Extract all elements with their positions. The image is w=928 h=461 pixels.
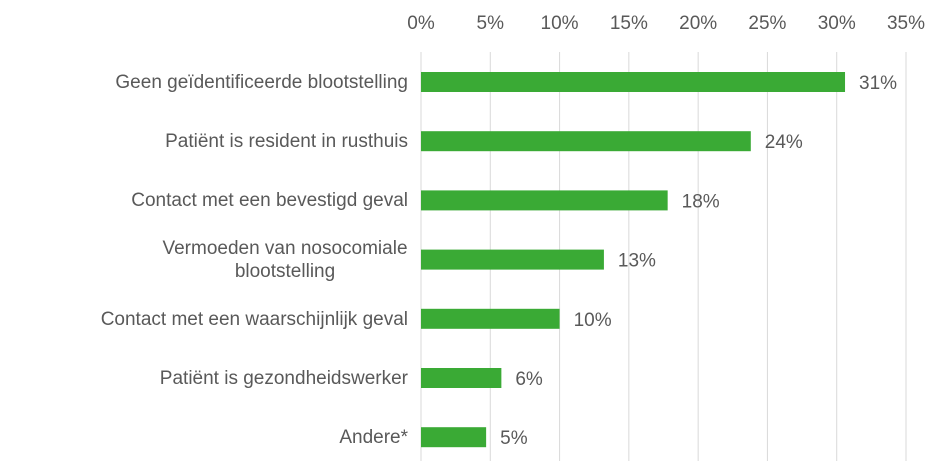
value-label: 31%	[859, 73, 897, 94]
bar	[421, 427, 487, 448]
bar	[421, 368, 502, 388]
x-tick-label: 25%	[748, 13, 786, 34]
value-label: 6%	[515, 369, 543, 390]
category-label: Contact met een bevestigd geval	[131, 190, 408, 212]
x-tick-label: 35%	[887, 13, 925, 34]
x-tick-label: 10%	[541, 13, 579, 34]
category-label: Vermoeden van nosocomiale blootstelling	[162, 237, 408, 282]
x-tick-label: 0%	[407, 13, 435, 34]
category-label: Geen geïdentificeerde blootstelling	[115, 72, 408, 93]
value-label: 10%	[574, 310, 612, 331]
bar	[421, 249, 604, 270]
x-tick-label: 15%	[610, 13, 648, 34]
value-label: 18%	[682, 191, 720, 212]
x-tick-label: 5%	[477, 13, 505, 34]
bar	[421, 308, 560, 329]
category-label: Andere*	[339, 427, 408, 449]
x-tick-label: 20%	[679, 13, 717, 34]
value-label: 5%	[500, 428, 528, 449]
category-label: Patiënt is gezondheidswerker	[159, 368, 408, 389]
category-label: Contact met een waarschijnlijk geval	[100, 308, 408, 330]
value-label: 13%	[618, 251, 656, 272]
x-tick-label: 30%	[818, 13, 856, 34]
bar	[421, 72, 846, 92]
bar	[421, 190, 668, 211]
value-label: 24%	[765, 132, 803, 153]
bar	[421, 131, 751, 152]
category-label: Patiënt is resident in rusthuis	[165, 131, 408, 153]
